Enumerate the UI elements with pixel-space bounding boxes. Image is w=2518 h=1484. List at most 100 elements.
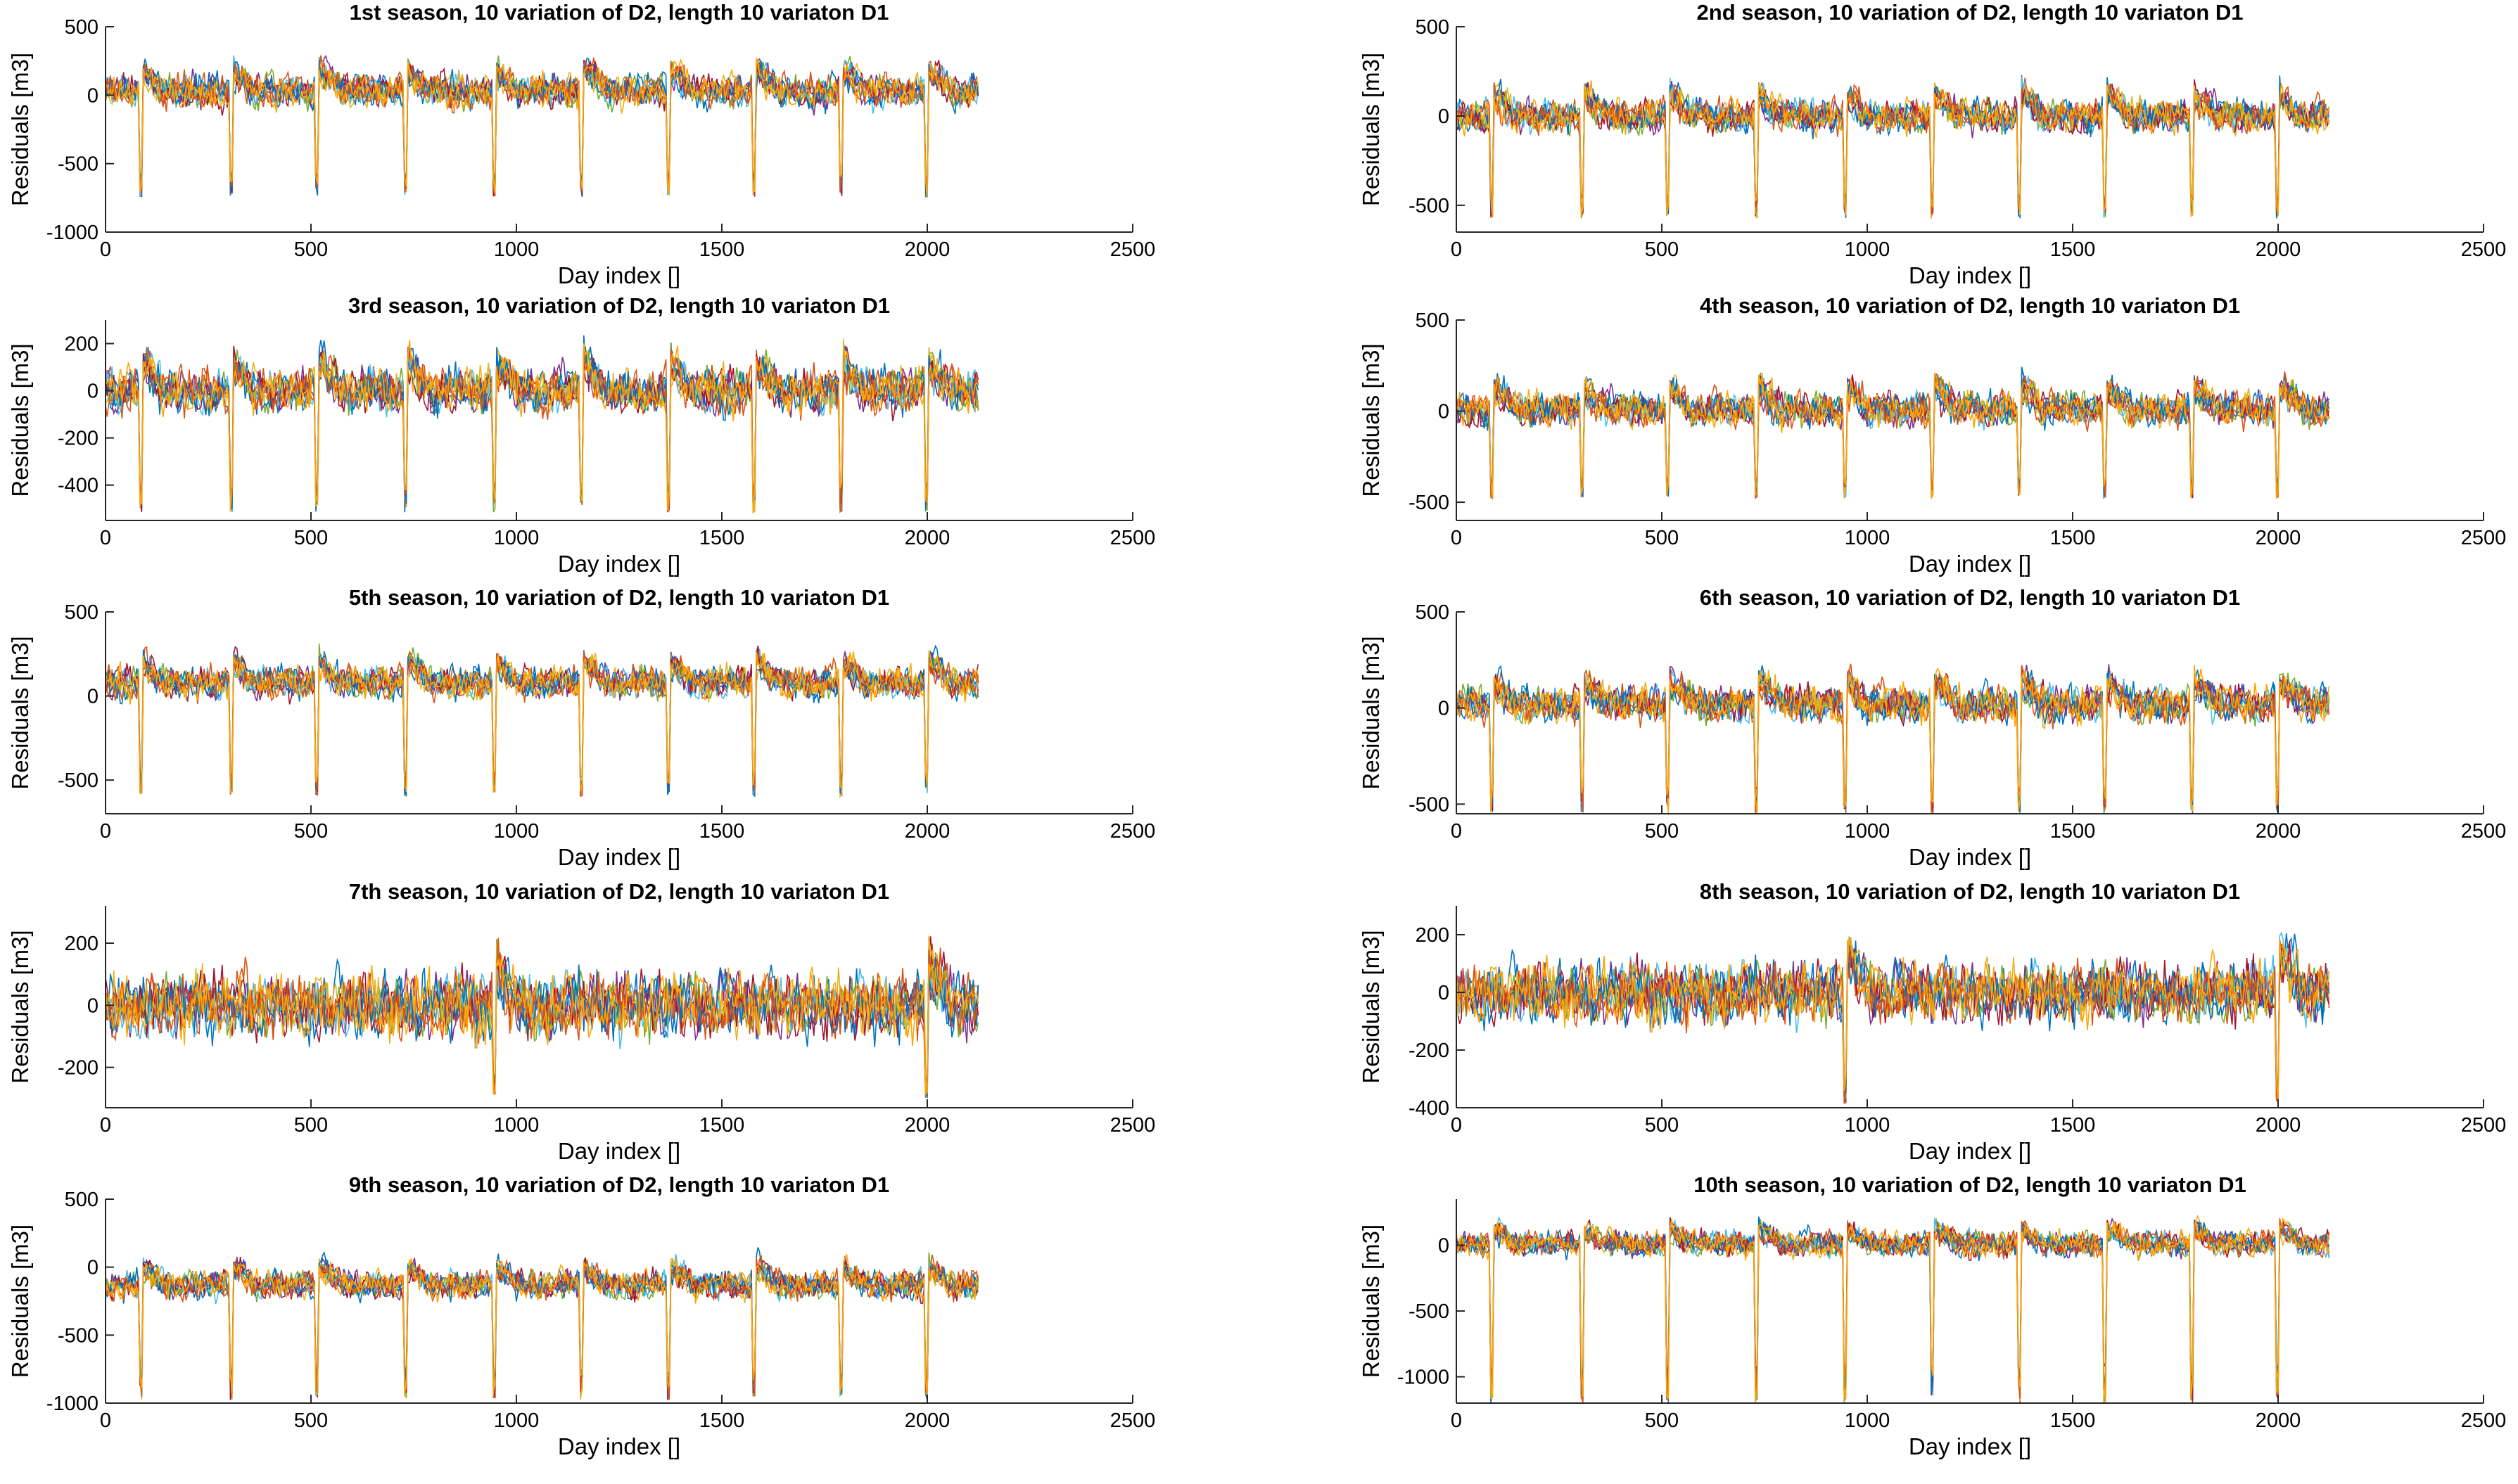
y-tick-label: -500 (58, 1324, 98, 1347)
x-tick-label: 1000 (494, 1114, 540, 1137)
x-tick-label: 1500 (2050, 1114, 2096, 1137)
series-line-9 (1456, 82, 2330, 215)
x-tick-label: 1000 (1845, 820, 1890, 843)
series-group (1456, 931, 2330, 1104)
y-tick-label: 500 (65, 16, 98, 39)
x-tick-label: 2000 (905, 1409, 950, 1432)
y-tick-label: 0 (1438, 1234, 1449, 1257)
x-tick-label: 0 (1451, 1114, 1462, 1137)
series-group (1456, 663, 2330, 814)
subplot-7: 0 500 1000 1500 2000 2500 -200 0 200 7th season, … (7, 879, 1155, 1164)
x-tick-label: 1000 (494, 527, 540, 549)
y-tick-label: 0 (1438, 401, 1449, 423)
y-tick-label: 200 (65, 933, 98, 955)
series-line-3 (1456, 946, 2330, 1103)
series-line-9 (1456, 373, 2330, 501)
subplot-title: 9th season, 10 variation of D2, length 1… (349, 1172, 889, 1197)
x-tick-label: 2500 (2461, 820, 2507, 843)
subplot-title: 1st season, 10 variation of D2, length 1… (350, 0, 889, 25)
subplot-title: 8th season, 10 variation of D2, length 1… (1700, 879, 2240, 904)
y-axis-label: Residuals [m3] (1358, 1224, 1384, 1378)
x-tick-label: 0 (100, 527, 111, 549)
x-tick-label: 500 (1645, 1114, 1679, 1137)
x-tick-label: 500 (1645, 527, 1679, 549)
series-group (106, 1247, 979, 1400)
subplot-8: 0 500 1000 1500 2000 2500 -400 -200 0 200 8th seas… (1358, 879, 2506, 1164)
y-tick-label: 200 (1416, 924, 1449, 947)
y-tick-label: 0 (87, 686, 98, 708)
series-line-6 (106, 1256, 979, 1400)
subplot-10: 0 500 1000 1500 2000 2500 -1000 -500 0 10th seaso… (1358, 1172, 2506, 1459)
series-line-10 (1456, 80, 2330, 218)
x-tick-label: 500 (294, 238, 328, 261)
subplot-title: 10th season, 10 variation of D2, length … (1693, 1172, 2246, 1197)
x-tick-label: 1500 (2050, 238, 2096, 261)
x-axis-label: Day index [] (558, 551, 680, 577)
y-tick-label: 0 (1438, 982, 1449, 1004)
series-group (106, 935, 979, 1099)
subplot-title: 4th season, 10 variation of D2, length 1… (1700, 293, 2240, 318)
y-tick-label: -200 (58, 1057, 98, 1080)
y-tick-label: -500 (58, 153, 98, 176)
x-tick-label: 500 (294, 1114, 328, 1137)
y-axis-label: Residuals [m3] (1358, 53, 1384, 206)
series-line-10 (1456, 1217, 2330, 1403)
x-tick-label: 2500 (1110, 1409, 1156, 1432)
series-line-10 (106, 57, 979, 198)
x-tick-label: 1000 (1845, 1114, 1890, 1137)
series-line-10 (1456, 937, 2330, 1103)
x-tick-label: 2500 (2461, 1114, 2507, 1137)
x-tick-label: 1000 (494, 1409, 540, 1432)
series-line-10 (106, 650, 979, 795)
subplot-title: 3rd season, 10 variation of D2, length 1… (348, 293, 890, 318)
series-line-2 (106, 943, 979, 1089)
x-tick-label: 500 (294, 1409, 328, 1432)
subplot-1: 0 500 1000 1500 2000 2500 -1000 -500 0 500 1st sea… (7, 0, 1155, 288)
x-tick-label: 0 (1451, 238, 1462, 261)
subplot-title: 7th season, 10 variation of D2, length 1… (349, 879, 889, 904)
y-tick-label: -200 (58, 428, 98, 450)
y-tick-label: 0 (87, 380, 98, 403)
y-tick-label: -200 (1409, 1040, 1449, 1062)
y-tick-label: -500 (1409, 492, 1449, 514)
y-tick-label: 0 (1438, 105, 1449, 128)
series-line-8 (1456, 945, 2330, 1102)
series-group (1456, 1215, 2330, 1403)
x-axis-label: Day index [] (558, 1138, 680, 1164)
y-tick-label: 0 (87, 994, 98, 1017)
x-tick-label: 1500 (699, 1409, 745, 1432)
x-axis-label: Day index [] (558, 262, 680, 288)
x-tick-label: 2500 (1110, 238, 1156, 261)
y-axis-label: Residuals [m3] (7, 343, 33, 497)
series-line-9 (1456, 665, 2330, 814)
x-axis-label: Day index [] (558, 1433, 680, 1459)
x-tick-label: 0 (1451, 527, 1462, 549)
x-axis-label: Day index [] (558, 844, 680, 870)
subplot-9: 0 500 1000 1500 2000 2500 -1000 -500 0 500 9th sea… (7, 1172, 1155, 1459)
subplot-title: 6th season, 10 variation of D2, length 1… (1700, 585, 2240, 610)
x-tick-label: 500 (1645, 238, 1679, 261)
x-tick-label: 1500 (699, 1114, 745, 1137)
x-tick-label: 1500 (699, 238, 745, 261)
x-tick-label: 1500 (2050, 1409, 2096, 1432)
series-line-9 (106, 347, 979, 514)
y-tick-label: -1000 (46, 222, 98, 244)
y-tick-label: 500 (1416, 309, 1449, 332)
subplot-title: 5th season, 10 variation of D2, length 1… (349, 585, 889, 610)
y-tick-label: 0 (1438, 698, 1449, 720)
x-tick-label: 1000 (494, 820, 540, 843)
x-tick-label: 2000 (2256, 1409, 2301, 1432)
x-tick-label: 2000 (905, 238, 950, 261)
x-axis-label: Day index [] (1909, 1433, 2031, 1459)
x-axis-label: Day index [] (1909, 1138, 2031, 1164)
y-tick-label: 0 (87, 84, 98, 107)
x-tick-label: 1500 (699, 820, 745, 843)
series-line-10 (1456, 664, 2330, 813)
series-line-10 (1456, 376, 2330, 499)
x-tick-label: 2000 (905, 820, 950, 843)
series-line-10 (106, 954, 979, 1096)
x-tick-label: 0 (100, 820, 111, 843)
y-tick-label: 500 (1416, 601, 1449, 624)
